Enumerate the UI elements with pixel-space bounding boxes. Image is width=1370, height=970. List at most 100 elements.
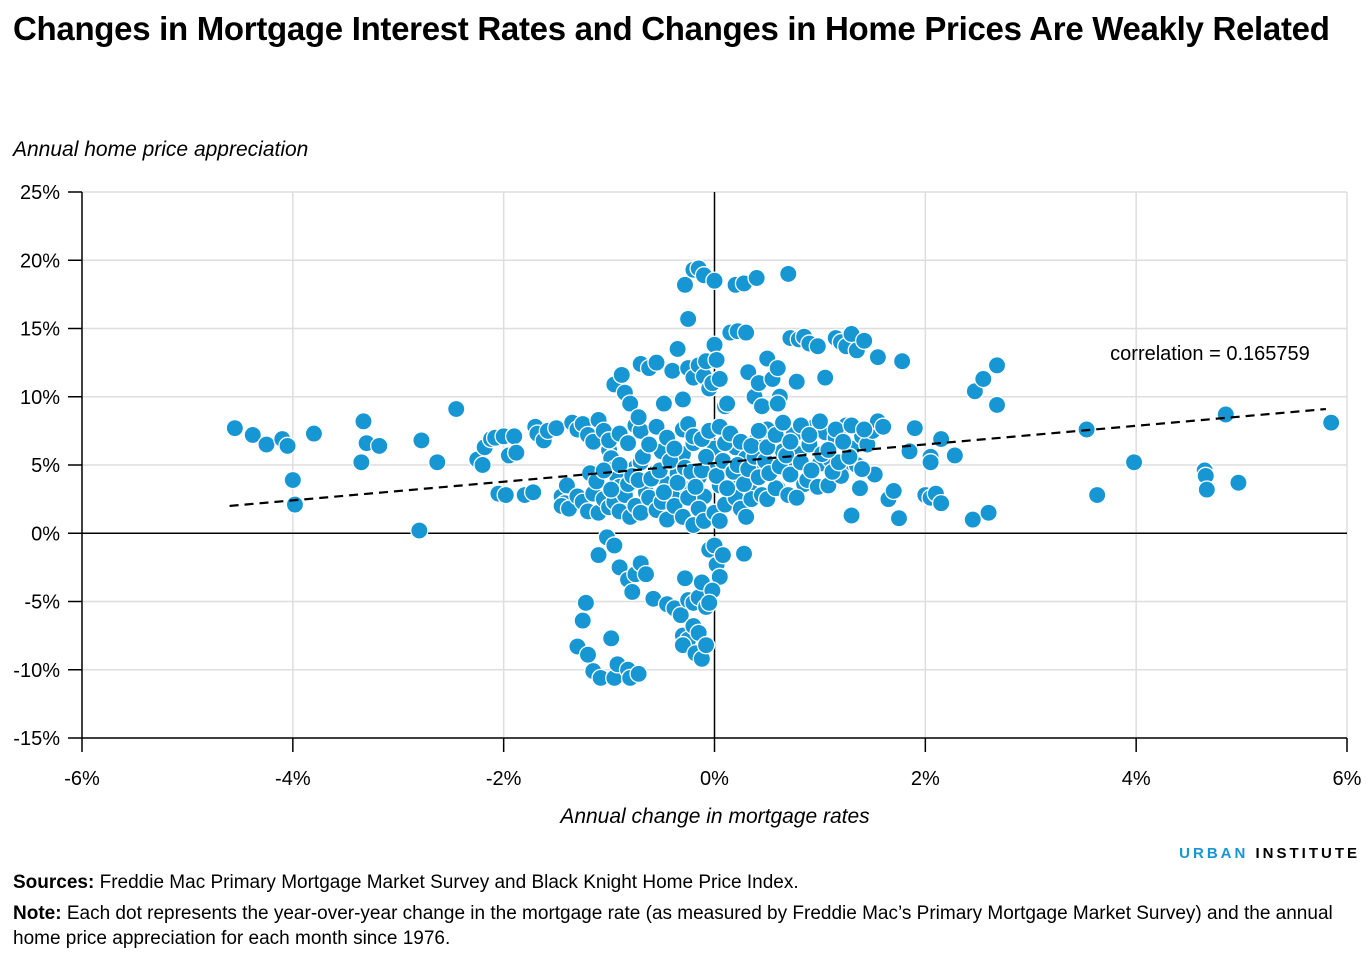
data-point bbox=[768, 358, 788, 378]
data-point bbox=[734, 544, 754, 563]
data-point bbox=[749, 421, 769, 441]
data-point bbox=[779, 264, 798, 284]
data-point bbox=[573, 611, 592, 630]
data-point bbox=[428, 453, 447, 472]
note-label: Note: bbox=[13, 903, 62, 924]
data-point bbox=[768, 394, 788, 413]
data-point bbox=[663, 361, 682, 381]
data-point bbox=[671, 605, 691, 625]
data-point bbox=[589, 545, 608, 565]
data-point bbox=[699, 593, 719, 613]
y-tick-label: -15% bbox=[13, 728, 60, 750]
data-point bbox=[678, 309, 698, 329]
data-point bbox=[974, 369, 993, 389]
data-point bbox=[686, 477, 705, 497]
data-point bbox=[278, 436, 297, 456]
data-point bbox=[868, 347, 888, 367]
data-point bbox=[781, 465, 800, 484]
data-point bbox=[412, 431, 431, 450]
y-tick-label: 20% bbox=[20, 250, 60, 272]
data-point bbox=[675, 275, 695, 295]
data-point bbox=[884, 481, 903, 501]
x-tick-label: 6% bbox=[1333, 768, 1362, 790]
data-point bbox=[921, 453, 940, 472]
data-point bbox=[283, 470, 303, 490]
data-point bbox=[905, 418, 925, 438]
y-tick-label: 25% bbox=[20, 182, 60, 204]
data-point bbox=[710, 511, 730, 531]
data-point bbox=[808, 336, 828, 356]
data-point bbox=[496, 485, 516, 505]
data-point bbox=[854, 331, 874, 351]
y-tick-label: 15% bbox=[20, 319, 60, 341]
data-point bbox=[696, 635, 716, 655]
data-point bbox=[747, 268, 766, 288]
data-point bbox=[654, 483, 674, 502]
data-point bbox=[601, 480, 621, 499]
sources-label: Sources: bbox=[13, 872, 95, 893]
data-point bbox=[815, 368, 835, 387]
data-point bbox=[668, 473, 687, 492]
data-point bbox=[707, 350, 726, 370]
data-point bbox=[1197, 480, 1217, 499]
data-point bbox=[1321, 413, 1341, 432]
x-tick-label: -6% bbox=[64, 768, 100, 790]
data-point bbox=[257, 435, 276, 454]
data-point bbox=[623, 582, 642, 602]
footnotes: Sources: Freddie Mac Primary Mortgage Ma… bbox=[13, 870, 1333, 957]
data-point bbox=[304, 424, 324, 443]
data-point bbox=[963, 510, 983, 529]
data-point bbox=[605, 536, 624, 555]
y-tick-label: 0% bbox=[31, 523, 60, 545]
y-axis-label: Annual home price appreciation bbox=[13, 138, 309, 161]
data-point bbox=[787, 488, 806, 508]
data-point bbox=[675, 569, 695, 588]
data-point bbox=[1216, 405, 1236, 424]
data-point bbox=[787, 372, 806, 391]
data-point bbox=[752, 397, 772, 416]
tick-labels: -15% -10% -5% 0% 5% 10% 15% 20% 25% -6% -4% -2% 0% 2%… bbox=[13, 182, 1361, 790]
y-tick-label: 10% bbox=[20, 387, 60, 409]
data-point bbox=[601, 629, 621, 648]
data-point bbox=[842, 506, 861, 525]
data-point bbox=[773, 413, 793, 432]
data-point bbox=[736, 507, 756, 527]
brand-part-institute: INSTITUTE bbox=[1255, 845, 1360, 862]
data-point bbox=[654, 394, 674, 413]
data-point bbox=[504, 427, 524, 446]
data-point bbox=[631, 503, 650, 523]
data-point bbox=[854, 420, 874, 439]
trendline bbox=[229, 407, 1327, 508]
data-point bbox=[1124, 453, 1144, 472]
data-point bbox=[610, 455, 629, 475]
data-point bbox=[931, 493, 951, 513]
y-tick-label: -10% bbox=[13, 660, 60, 682]
note: Note: Each dot represents the year-over-… bbox=[13, 901, 1333, 951]
data-point bbox=[892, 352, 912, 371]
x-tick-label: -4% bbox=[275, 768, 311, 790]
x-tick-label: 0% bbox=[700, 768, 729, 790]
data-point bbox=[819, 440, 838, 460]
data-point bbox=[618, 433, 638, 453]
data-point bbox=[852, 459, 872, 479]
data-point bbox=[833, 432, 853, 452]
data-point bbox=[979, 503, 998, 523]
data-point bbox=[717, 394, 737, 413]
data-point bbox=[620, 394, 640, 413]
data-point bbox=[889, 508, 909, 528]
data-point bbox=[673, 390, 693, 409]
sources-text: Freddie Mac Primary Mortgage Market Surv… bbox=[99, 872, 799, 893]
y-tick-label: 5% bbox=[31, 455, 60, 477]
data-point bbox=[370, 436, 389, 456]
x-tick-label: 2% bbox=[911, 768, 940, 790]
data-point bbox=[717, 478, 737, 498]
x-tick-label: -2% bbox=[486, 768, 522, 790]
data-point bbox=[710, 369, 730, 389]
data-point bbox=[668, 339, 687, 359]
data-point bbox=[800, 425, 819, 445]
data-point bbox=[629, 664, 648, 684]
data-point bbox=[576, 593, 596, 613]
data-point bbox=[612, 365, 631, 385]
trendline-group bbox=[229, 407, 1327, 508]
